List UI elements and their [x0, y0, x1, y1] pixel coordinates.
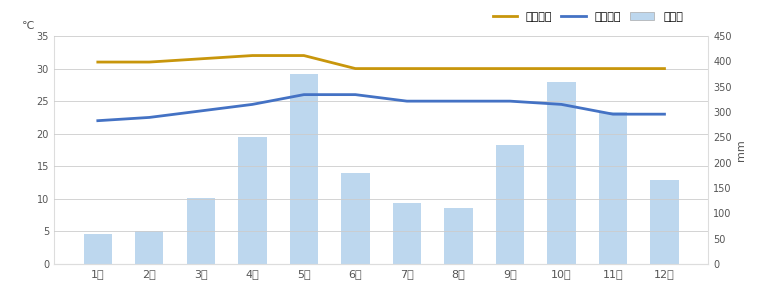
- Bar: [186, 198, 215, 264]
- Bar: [547, 82, 576, 264]
- Bar: [341, 173, 370, 264]
- Bar: [496, 145, 524, 264]
- Bar: [599, 112, 627, 264]
- Bar: [651, 180, 678, 264]
- Y-axis label: mm: mm: [736, 139, 746, 161]
- Bar: [290, 74, 318, 264]
- Bar: [84, 234, 112, 264]
- Bar: [136, 231, 163, 264]
- Legend: 最高気温, 最低気温, 降水量: 最高気温, 最低気温, 降水量: [493, 12, 683, 22]
- Y-axis label: ℃: ℃: [22, 21, 34, 32]
- Bar: [393, 203, 421, 264]
- Bar: [444, 208, 473, 264]
- Bar: [238, 137, 266, 264]
